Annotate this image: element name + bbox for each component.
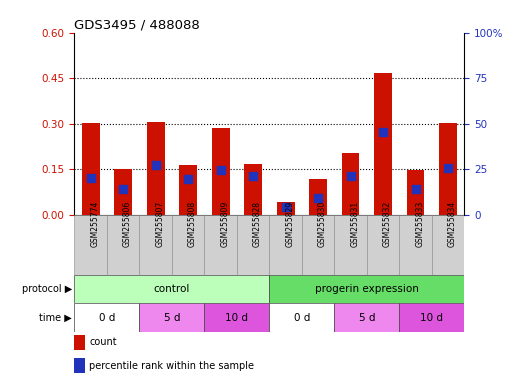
- Bar: [107, 215, 140, 275]
- Text: progerin expression: progerin expression: [315, 284, 419, 294]
- Bar: [204, 303, 269, 332]
- Bar: [269, 215, 302, 275]
- Bar: [74, 335, 85, 350]
- Text: GSM255807: GSM255807: [155, 201, 165, 247]
- Text: GDS3495 / 488088: GDS3495 / 488088: [74, 18, 200, 31]
- Text: 5 d: 5 d: [359, 313, 375, 323]
- Bar: [82, 123, 100, 215]
- Bar: [237, 215, 269, 275]
- Bar: [140, 215, 172, 275]
- Text: GSM255830: GSM255830: [318, 201, 327, 247]
- Text: 5 d: 5 d: [164, 313, 180, 323]
- Bar: [179, 166, 197, 215]
- Bar: [334, 303, 399, 332]
- Text: control: control: [154, 284, 190, 294]
- Bar: [367, 215, 399, 275]
- Bar: [399, 303, 464, 332]
- Bar: [74, 215, 107, 275]
- Point: [119, 186, 127, 192]
- Text: GSM255832: GSM255832: [383, 201, 392, 247]
- Bar: [334, 215, 367, 275]
- Text: 10 d: 10 d: [420, 313, 443, 323]
- Text: GSM255808: GSM255808: [188, 201, 197, 247]
- Bar: [439, 123, 457, 215]
- Text: 0 d: 0 d: [293, 313, 310, 323]
- Point: [314, 195, 322, 201]
- Text: GSM255809: GSM255809: [221, 201, 230, 247]
- Bar: [74, 358, 85, 373]
- Bar: [147, 122, 165, 215]
- Point: [346, 173, 354, 179]
- Text: time ▶: time ▶: [39, 313, 72, 323]
- Point: [184, 176, 192, 182]
- Point: [282, 204, 290, 210]
- Bar: [140, 303, 204, 332]
- Bar: [74, 275, 269, 303]
- Point: [444, 165, 452, 171]
- Bar: [269, 275, 464, 303]
- Text: GSM255774: GSM255774: [91, 201, 100, 247]
- Text: 0 d: 0 d: [98, 313, 115, 323]
- Point: [379, 129, 387, 136]
- Text: GSM255806: GSM255806: [123, 201, 132, 247]
- Point: [249, 173, 257, 179]
- Bar: [172, 215, 204, 275]
- Text: GSM255833: GSM255833: [416, 201, 425, 247]
- Bar: [399, 215, 432, 275]
- Point: [87, 175, 95, 181]
- Bar: [302, 215, 334, 275]
- Bar: [114, 169, 132, 215]
- Bar: [432, 215, 464, 275]
- Bar: [244, 164, 262, 215]
- Bar: [269, 303, 334, 332]
- Bar: [277, 202, 294, 215]
- Text: 10 d: 10 d: [225, 313, 248, 323]
- Bar: [204, 215, 237, 275]
- Bar: [74, 303, 140, 332]
- Point: [216, 167, 225, 173]
- Bar: [407, 170, 424, 215]
- Text: GSM255831: GSM255831: [350, 201, 360, 247]
- Bar: [212, 128, 229, 215]
- Text: percentile rank within the sample: percentile rank within the sample: [89, 361, 254, 371]
- Text: GSM255828: GSM255828: [253, 201, 262, 247]
- Bar: [374, 73, 392, 215]
- Text: protocol ▶: protocol ▶: [22, 284, 72, 294]
- Bar: [309, 179, 327, 215]
- Text: GSM255829: GSM255829: [286, 201, 294, 247]
- Point: [151, 162, 160, 169]
- Bar: [342, 153, 360, 215]
- Point: [411, 186, 420, 192]
- Text: count: count: [89, 337, 117, 348]
- Text: GSM255834: GSM255834: [448, 201, 457, 247]
